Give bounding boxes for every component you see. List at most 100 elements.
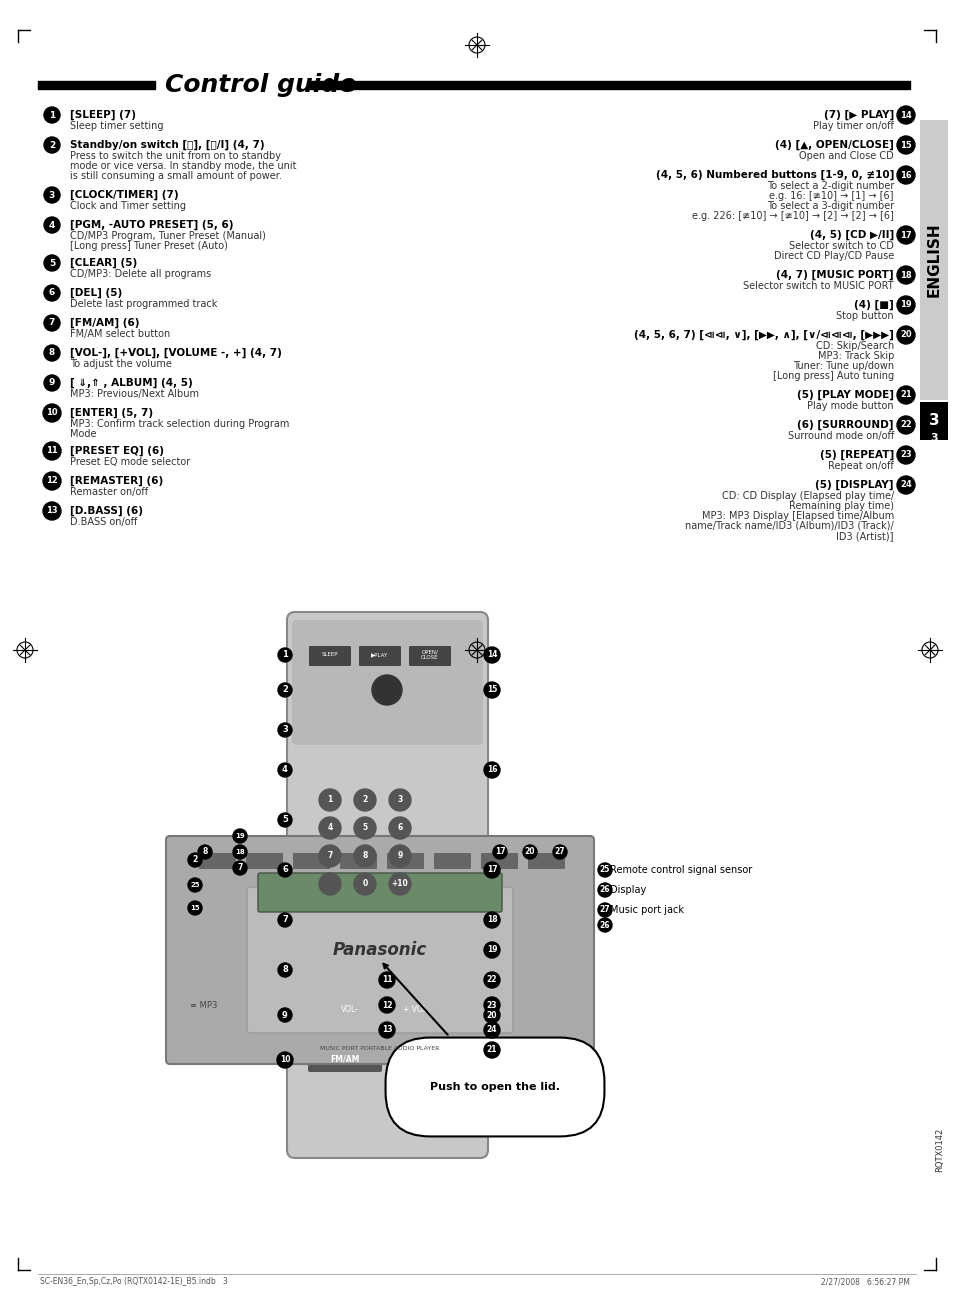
Circle shape [483, 682, 499, 698]
Text: 3: 3 [929, 433, 937, 443]
Text: To adjust the volume: To adjust the volume [70, 359, 172, 369]
Text: Standby/on switch [⏻], [⏻/I] (4, 7): Standby/on switch [⏻], [⏻/I] (4, 7) [70, 140, 264, 150]
Circle shape [493, 845, 506, 859]
Text: Direct CD Play/CD Pause: Direct CD Play/CD Pause [773, 251, 893, 261]
Text: 6: 6 [49, 289, 55, 298]
Text: 16: 16 [900, 170, 911, 179]
Text: [SLEEP] (7): [SLEEP] (7) [70, 111, 136, 120]
Text: 11: 11 [46, 446, 58, 455]
Text: CD/MP3 Program, Tuner Preset (Manual): CD/MP3 Program, Tuner Preset (Manual) [70, 231, 266, 240]
Circle shape [378, 997, 395, 1013]
Circle shape [598, 883, 612, 897]
Text: MUSIC PORT PORTABLE AUDIO PLAYER: MUSIC PORT PORTABLE AUDIO PLAYER [320, 1045, 439, 1050]
Circle shape [44, 255, 60, 270]
Text: [CLOCK/TIMER] (7): [CLOCK/TIMER] (7) [70, 190, 178, 200]
Text: (4, 5, 6, 7) [⧏⧏, ∨], [▶▶, ∧], [∨/⧏⧏⧏, [▶▶▶]: (4, 5, 6, 7) [⧏⧏, ∨], [▶▶, ∧], [∨/⧏⧏⧏, [… [634, 330, 893, 341]
Circle shape [277, 723, 292, 737]
Text: 5: 5 [282, 815, 288, 824]
Text: 2/27/2008   6:56:27 PM: 2/27/2008 6:56:27 PM [821, 1278, 909, 1287]
FancyBboxPatch shape [292, 620, 482, 745]
Text: (5) [DISPLAY]: (5) [DISPLAY] [815, 480, 893, 490]
Text: [Long press] Tuner Preset (Auto): [Long press] Tuner Preset (Auto) [70, 240, 228, 251]
Text: Selector switch to MUSIC PORT: Selector switch to MUSIC PORT [742, 281, 893, 291]
Text: MP3: Confirm track selection during Program: MP3: Confirm track selection during Prog… [70, 419, 289, 429]
Text: 8: 8 [202, 848, 208, 857]
Circle shape [483, 942, 499, 958]
FancyBboxPatch shape [293, 853, 330, 868]
Text: 13: 13 [381, 1026, 392, 1035]
Text: 4: 4 [49, 221, 55, 230]
Text: 3: 3 [49, 191, 55, 199]
Text: 26: 26 [599, 920, 610, 930]
Text: [D.BASS] (6): [D.BASS] (6) [70, 506, 143, 516]
Text: [DEL] (5): [DEL] (5) [70, 287, 122, 298]
Circle shape [598, 918, 612, 932]
Circle shape [318, 845, 340, 867]
Text: 14: 14 [900, 111, 911, 120]
Text: Press to switch the unit from on to standby: Press to switch the unit from on to stan… [70, 151, 281, 161]
FancyBboxPatch shape [434, 853, 471, 868]
Text: 1: 1 [327, 796, 333, 805]
Text: e.g. 226: [≇10] → [≇10] → [2] → [2] → [6]: e.g. 226: [≇10] → [≇10] → [2] → [2] → [6… [691, 211, 893, 221]
Text: ID3 (Artist)]: ID3 (Artist)] [836, 530, 893, 541]
Text: OPEN/
CLOSE: OPEN/ CLOSE [420, 650, 438, 660]
Circle shape [318, 816, 340, 838]
Text: [CLEAR] (5): [CLEAR] (5) [70, 257, 137, 268]
Text: 17: 17 [900, 230, 911, 239]
Text: [VOL-], [+VOL], [VOLUME -, +] (4, 7): [VOL-], [+VOL], [VOLUME -, +] (4, 7) [70, 348, 281, 358]
FancyBboxPatch shape [919, 402, 947, 439]
Circle shape [354, 789, 375, 811]
FancyBboxPatch shape [247, 887, 513, 1034]
Text: ≡ MP3: ≡ MP3 [190, 1001, 217, 1010]
Circle shape [233, 829, 247, 842]
Text: 4: 4 [327, 823, 333, 832]
FancyBboxPatch shape [387, 853, 423, 868]
Text: 8: 8 [282, 966, 288, 975]
Text: (4) [▲, OPEN/CLOSE]: (4) [▲, OPEN/CLOSE] [774, 140, 893, 150]
Text: 7: 7 [327, 852, 333, 861]
Circle shape [188, 901, 202, 915]
Text: (4) [■]: (4) [■] [853, 300, 893, 311]
Text: SC-EN36_En,Sp,Cz,Po (RQTX0142-1E)_B5.indb   3: SC-EN36_En,Sp,Cz,Po (RQTX0142-1E)_B5.ind… [40, 1278, 228, 1287]
FancyBboxPatch shape [257, 874, 501, 913]
Text: Remote control signal sensor: Remote control signal sensor [609, 864, 752, 875]
Text: 2: 2 [49, 140, 55, 150]
Text: Stop button: Stop button [836, 311, 893, 321]
Circle shape [354, 845, 375, 867]
Text: 22: 22 [900, 420, 911, 429]
FancyBboxPatch shape [303, 996, 461, 1022]
Text: Remaster on/off: Remaster on/off [70, 488, 148, 497]
Circle shape [896, 326, 914, 344]
Text: 2: 2 [362, 796, 367, 805]
Text: 20: 20 [486, 1010, 497, 1019]
Text: D.BASS on/off: D.BASS on/off [70, 517, 137, 526]
Text: (5) [PLAY MODE]: (5) [PLAY MODE] [796, 390, 893, 400]
Text: 3: 3 [282, 725, 288, 734]
Circle shape [896, 226, 914, 244]
Text: ▶PLAY: ▶PLAY [371, 653, 388, 658]
Text: 20: 20 [524, 848, 535, 857]
Text: 27: 27 [599, 906, 610, 914]
Text: Music port jack: Music port jack [609, 905, 683, 915]
Text: 12: 12 [381, 1001, 392, 1010]
Text: Selector switch to CD: Selector switch to CD [788, 240, 893, 251]
Circle shape [43, 442, 61, 460]
Circle shape [188, 853, 202, 867]
Circle shape [188, 878, 202, 892]
Text: (4, 7) [MUSIC PORT]: (4, 7) [MUSIC PORT] [776, 270, 893, 280]
Text: 1: 1 [282, 650, 288, 659]
FancyBboxPatch shape [919, 120, 947, 400]
Circle shape [44, 374, 60, 391]
Circle shape [483, 1043, 499, 1058]
Text: Open and Close CD: Open and Close CD [799, 151, 893, 161]
Circle shape [598, 903, 612, 916]
Text: 13: 13 [46, 507, 58, 516]
FancyBboxPatch shape [409, 646, 451, 666]
Text: 9: 9 [282, 1010, 288, 1019]
Text: Clock and Timer setting: Clock and Timer setting [70, 202, 186, 211]
Text: 25: 25 [599, 866, 610, 875]
Text: 23: 23 [486, 1001, 497, 1010]
Text: 1: 1 [49, 111, 55, 120]
Circle shape [896, 166, 914, 185]
Circle shape [483, 913, 499, 928]
